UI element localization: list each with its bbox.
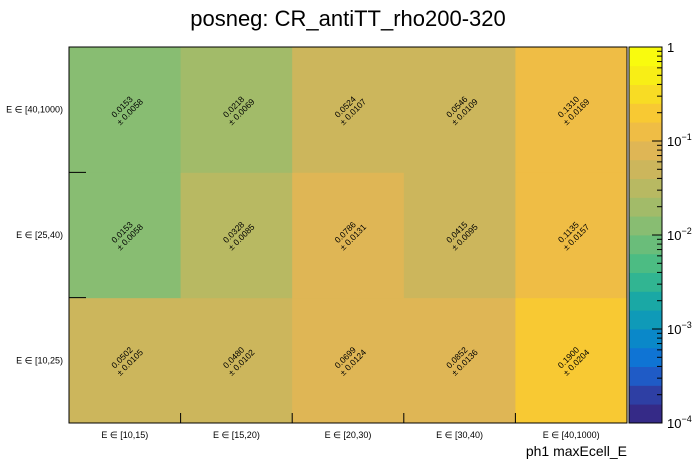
heatmap-cell <box>403 47 516 173</box>
heatmap-cell <box>292 297 405 424</box>
y-tick-label: E ∈ [40,1000) <box>6 105 63 115</box>
colorbar-segment <box>629 197 662 217</box>
x-tick-label: E ∈ [10,15) <box>101 430 148 440</box>
heatmap-cell <box>292 47 405 173</box>
x-axis: E ∈ [10,15) E ∈ [15,20) E ∈ [20,30) E ∈ [30… <box>101 413 600 440</box>
color-scale-bar: 1 10−1 10−2 10−3 10−4 <box>628 40 692 431</box>
colorbar-segment <box>629 272 662 292</box>
colorbar-segment <box>629 253 662 273</box>
heatmap-cells <box>69 47 628 424</box>
heatmap-cell <box>69 297 182 424</box>
y-tick-label: E ∈ [25,40) <box>16 230 63 240</box>
colorbar-segment <box>629 122 662 142</box>
x-tick-label: E ∈ [30,40) <box>436 430 483 440</box>
y-axis: E ∈ [10,25) E ∈ [25,40) E ∈ [40,1000) <box>6 105 86 365</box>
heatmap-cell <box>69 47 182 173</box>
colorbar-segment <box>629 84 662 104</box>
colorbar-segment <box>629 404 662 424</box>
colorbar-segment <box>629 347 662 367</box>
heatmap-cell <box>515 47 628 173</box>
heatmap-cell <box>403 297 516 424</box>
colorbar-segment <box>629 310 662 330</box>
colorbar-segment <box>629 178 662 198</box>
colorbar-tick-label: 1 <box>667 40 674 55</box>
colorbar-segment <box>629 159 662 179</box>
heatmap-cell <box>292 172 405 299</box>
heatmap-cell <box>180 172 293 299</box>
plot-frame <box>68 46 628 424</box>
heatmap-cell <box>515 172 628 299</box>
colorbar-segment <box>629 65 662 85</box>
colorbar-segment <box>629 235 662 255</box>
heatmap-cell <box>403 172 516 299</box>
colorbar-segment <box>629 329 662 349</box>
colorbar-segment <box>629 47 662 67</box>
colorbar-tick-label: 10−3 <box>667 320 692 337</box>
colorbar-segment <box>629 216 662 236</box>
heatmap-cell <box>180 47 293 173</box>
colorbar-tick-label: 10−2 <box>667 226 692 243</box>
x-axis-title: ph1 maxEcell_E <box>526 443 627 459</box>
x-tick-label: E ∈ [40,1000) <box>543 430 600 440</box>
heatmap-cell <box>69 172 182 299</box>
x-tick-label: E ∈ [15,20) <box>213 430 260 440</box>
y-tick-label: E ∈ [10,25) <box>16 355 63 365</box>
colorbar-segment <box>629 141 662 161</box>
x-tick-label: E ∈ [20,30) <box>325 430 372 440</box>
colorbar-segment <box>629 366 662 386</box>
colorbar-tick-label: 10−4 <box>667 414 692 431</box>
chart-title: posneg: CR_antiTT_rho200-320 <box>190 6 506 31</box>
colorbar-tick-label: 10−1 <box>667 132 692 149</box>
colorbar-segment <box>629 103 662 123</box>
heatmap-cell <box>515 297 628 424</box>
colorbar-segment <box>629 291 662 311</box>
colorbar-segment <box>629 385 662 405</box>
heatmap-cell <box>180 297 293 424</box>
